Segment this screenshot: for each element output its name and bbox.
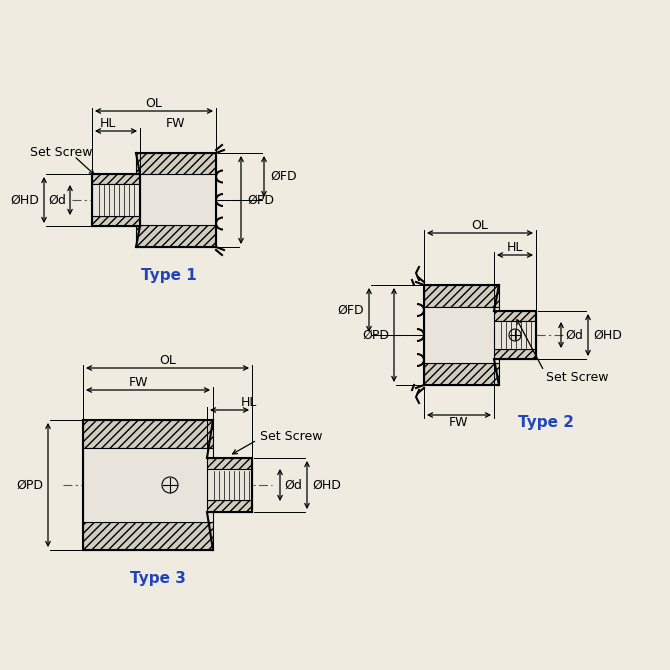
Bar (83, 420, 213, 448)
Text: ØFD: ØFD (338, 304, 364, 316)
Text: OL: OL (472, 218, 488, 232)
Bar (92, 216, 140, 226)
Bar (424, 363, 499, 385)
Text: ØPD: ØPD (362, 328, 389, 342)
Bar (136, 174, 216, 225)
Text: Type 3: Type 3 (130, 570, 186, 586)
Bar (424, 307, 499, 363)
Bar (494, 349, 536, 359)
Text: Ød: Ød (284, 478, 302, 492)
Text: FW: FW (128, 375, 148, 389)
Text: HL: HL (100, 117, 116, 129)
Bar (92, 184, 140, 216)
Text: ØPD: ØPD (247, 194, 274, 206)
Bar (83, 522, 213, 550)
Text: Ød: Ød (565, 328, 583, 342)
Text: FW: FW (450, 417, 469, 429)
Bar (207, 500, 252, 512)
Bar (136, 225, 216, 247)
Bar (83, 448, 213, 522)
Text: ØHD: ØHD (312, 478, 341, 492)
Bar (494, 311, 536, 321)
Text: Set Screw: Set Screw (30, 145, 92, 159)
Text: FW: FW (165, 117, 185, 129)
Text: Set Screw: Set Screw (546, 371, 608, 383)
Bar (424, 285, 499, 307)
Bar (494, 321, 536, 349)
Text: HL: HL (507, 241, 523, 253)
Text: Set Screw: Set Screw (260, 429, 322, 442)
Text: OL: OL (159, 354, 176, 366)
Text: ØHD: ØHD (593, 328, 622, 342)
Bar (92, 174, 140, 184)
Text: ØFD: ØFD (270, 170, 297, 183)
Text: OL: OL (145, 96, 162, 109)
Text: ØHD: ØHD (10, 194, 39, 206)
Text: Type 1: Type 1 (141, 267, 197, 283)
Text: ØPD: ØPD (16, 478, 43, 492)
Bar (136, 153, 216, 175)
Text: HL: HL (241, 395, 257, 409)
Text: Ød: Ød (48, 194, 66, 206)
Bar (207, 458, 252, 470)
Text: Type 2: Type 2 (518, 415, 574, 431)
Bar (207, 469, 252, 500)
